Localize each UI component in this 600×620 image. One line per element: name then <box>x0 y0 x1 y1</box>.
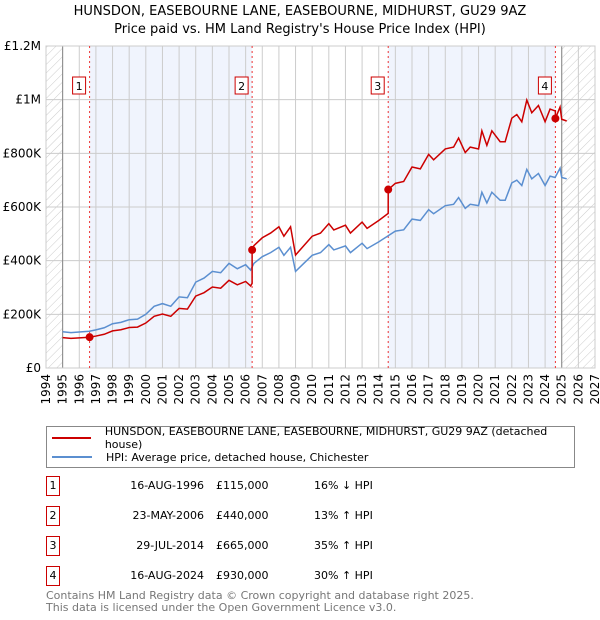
sale-number-label: 1 <box>76 80 83 93</box>
y-tick-label: £600K <box>3 200 43 214</box>
sale-row: 4 16-AUG-2024 £930,000 30% ↑ HPI <box>46 566 446 586</box>
sale-number: 2 <box>46 506 60 526</box>
x-tick-label: 2007 <box>255 374 269 405</box>
x-tick-label: 2027 <box>588 374 600 405</box>
footer-licence: This data is licensed under the Open Gov… <box>46 601 397 614</box>
sale-price: £440,000 <box>216 509 269 522</box>
sale-hpi-diff: 13% ↑ HPI <box>314 509 373 522</box>
x-tick-label: 2000 <box>139 374 153 405</box>
x-tick-label: 2013 <box>355 374 369 405</box>
x-tick-label: 2006 <box>239 374 253 405</box>
x-tick-label: 2025 <box>555 374 569 405</box>
footer-copyright: Contains HM Land Registry data © Crown c… <box>46 589 474 602</box>
x-tick-label: 1998 <box>106 374 120 405</box>
sale-number-box <box>370 76 385 95</box>
y-tick-label: £1.2M <box>4 39 41 53</box>
price-chart: 1994 1995 1996 1997 1998 1999 2000 2001 2002 2003… <box>3 39 600 405</box>
x-tick-label: 2009 <box>289 374 303 405</box>
property-series-line <box>62 97 567 340</box>
x-tick-label: 1996 <box>72 374 86 405</box>
x-tick-label: 2014 <box>372 374 386 405</box>
x-tick-label: 2004 <box>205 374 219 405</box>
x-tick-label: 2019 <box>455 374 469 405</box>
sale-price: £115,000 <box>216 479 269 492</box>
x-tick-label: 2002 <box>172 374 186 405</box>
legend: HUNSDON, EASEBOURNE LANE, EASEBOURNE, MI… <box>46 425 575 468</box>
sale-price: £930,000 <box>216 569 269 582</box>
x-tick-label: 2026 <box>571 374 585 405</box>
sale-row: 3 29-JUL-2014 £665,000 35% ↑ HPI <box>46 536 446 556</box>
sale-number-label: 2 <box>238 80 245 93</box>
x-tick-label: 2021 <box>488 374 502 405</box>
chart-subtitle: Price paid vs. HM Land Registry's House … <box>114 22 486 37</box>
sale-date: 23-MAY-2006 <box>132 509 204 522</box>
y-tick-label: £800K <box>3 146 43 160</box>
x-tick-label: 1995 <box>56 374 70 405</box>
x-tick-label: 2017 <box>422 374 436 405</box>
x-tick-label: 1999 <box>122 374 136 405</box>
sale-point <box>551 114 560 123</box>
y-tick-label: £0 <box>26 361 41 375</box>
sale-date: 16-AUG-1996 <box>130 479 204 492</box>
hpi-series-line <box>62 165 567 334</box>
sale-price: £665,000 <box>216 539 269 552</box>
plot-border <box>45 45 596 369</box>
x-tick-label: 1997 <box>89 374 103 405</box>
x-tick-label: 2012 <box>338 374 352 405</box>
sale-point <box>384 185 393 194</box>
sale-number: 4 <box>46 566 60 586</box>
sale-number-label: 4 <box>541 80 548 93</box>
chart-title: HUNSDON, EASEBOURNE LANE, EASEBOURNE, MI… <box>73 4 527 19</box>
sale-point <box>248 245 257 254</box>
legend-label-property: HUNSDON, EASEBOURNE LANE, EASEBOURNE, MI… <box>104 425 548 451</box>
x-tick-label: 2016 <box>405 374 419 405</box>
legend-item-property: HUNSDON, EASEBOURNE LANE, EASEBOURNE, MI… <box>47 425 574 451</box>
sale-point <box>85 333 94 342</box>
x-tick-label: 1994 <box>39 374 53 405</box>
sale-date: 16-AUG-2024 <box>130 569 204 582</box>
sale-row: 2 23-MAY-2006 £440,000 13% ↑ HPI <box>46 506 446 526</box>
sale-number-box <box>72 76 87 95</box>
x-tick-label: 2003 <box>189 374 203 405</box>
x-tick-label: 2018 <box>438 374 452 405</box>
legend-swatch-hpi <box>52 456 92 458</box>
y-tick-label: £400K <box>3 254 43 268</box>
sale-number-box <box>537 76 552 95</box>
sale-hpi-diff: 16% ↓ HPI <box>314 479 373 492</box>
sale-date: 29-JUL-2014 <box>136 539 204 552</box>
legend-item-hpi: HPI: Average price, detached house, Chic… <box>47 448 368 466</box>
x-tick-label: 2023 <box>521 374 535 405</box>
y-tick-label: £200K <box>3 307 43 321</box>
x-tick-label: 2011 <box>322 374 336 405</box>
x-tick-label: 2010 <box>305 374 319 405</box>
sale-number: 1 <box>46 476 60 496</box>
x-tick-label: 2008 <box>272 374 286 405</box>
x-tick-label: 2022 <box>505 374 519 405</box>
x-tick-label: 2005 <box>222 374 236 405</box>
legend-swatch-property <box>52 437 91 439</box>
legend-label-hpi: HPI: Average price, detached house, Chic… <box>106 450 369 464</box>
y-tick-label: £1M <box>15 93 41 107</box>
sale-row: 1 16-AUG-1996 £115,000 16% ↓ HPI <box>46 476 446 496</box>
sale-hpi-diff: 35% ↑ HPI <box>314 539 373 552</box>
x-tick-label: 2024 <box>538 374 552 405</box>
sale-number-box <box>234 76 249 95</box>
sale-number-label: 3 <box>374 80 381 93</box>
x-tick-label: 2001 <box>155 374 169 405</box>
x-tick-label: 2020 <box>472 374 486 405</box>
sale-number: 3 <box>46 536 60 556</box>
sale-hpi-diff: 30% ↑ HPI <box>314 569 373 582</box>
x-tick-label: 2015 <box>388 374 402 405</box>
